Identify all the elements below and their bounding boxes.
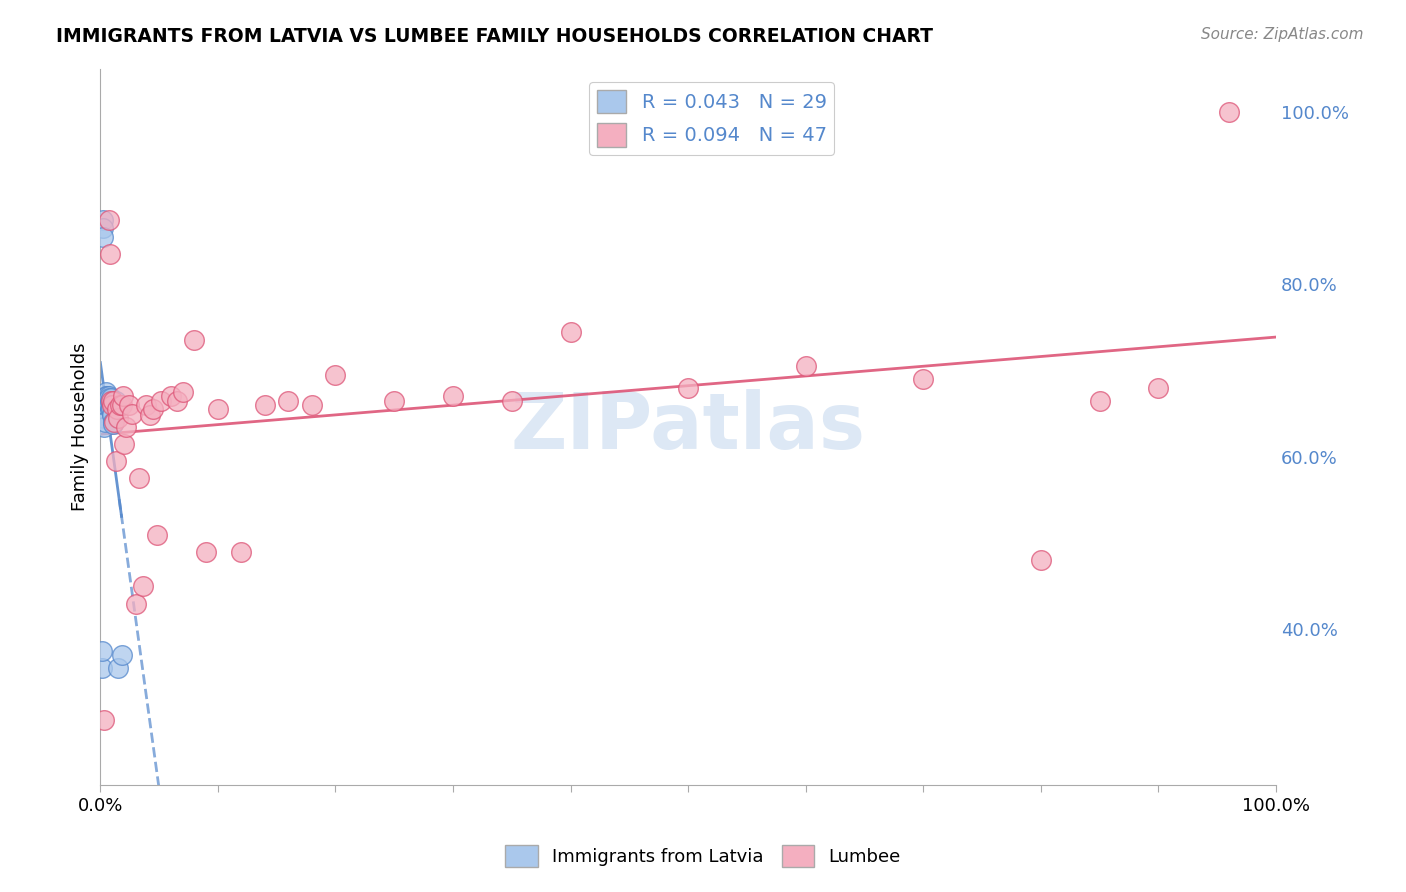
Point (183, 334, 205, 348)
Point (103, 417, 125, 431)
Point (93, 713, 115, 727)
Point (104, 393, 127, 408)
Point (103, 398, 125, 412)
Point (98, 393, 121, 408)
Point (1147, 381, 1170, 395)
Point (253, 398, 276, 412)
Point (93, 419, 115, 434)
Point (91, 229, 114, 244)
Point (96, 389, 118, 403)
Point (105, 402, 128, 417)
Point (172, 385, 194, 400)
Point (441, 389, 464, 403)
Legend: R = 0.043   N = 29, R = 0.094   N = 47: R = 0.043 N = 29, R = 0.094 N = 47 (589, 82, 834, 154)
Point (1029, 553, 1052, 567)
Point (103, 415, 125, 429)
Point (501, 393, 523, 408)
Point (142, 402, 165, 417)
Point (110, 648, 132, 663)
Text: IMMIGRANTS FROM LATVIA VS LUMBEE FAMILY HOUSEHOLDS CORRELATION CHART: IMMIGRANTS FROM LATVIA VS LUMBEE FAMILY … (56, 27, 934, 45)
Point (97, 398, 120, 412)
Point (101, 398, 124, 412)
Point (112, 437, 135, 451)
Point (96, 385, 118, 400)
Point (104, 454, 127, 468)
Point (96, 389, 118, 403)
Point (110, 398, 132, 412)
Point (912, 372, 935, 386)
Point (135, 398, 157, 412)
Point (90, 644, 112, 658)
Point (91, 221, 114, 235)
Point (97, 389, 120, 403)
Point (100, 402, 122, 417)
Point (301, 398, 323, 412)
Point (138, 409, 160, 423)
Point (96, 393, 118, 408)
Point (560, 325, 582, 339)
Point (131, 579, 153, 593)
Point (325, 368, 347, 382)
Point (146, 527, 169, 541)
Point (115, 419, 138, 434)
Point (101, 407, 124, 421)
Point (97, 391, 120, 405)
Point (107, 411, 129, 425)
Point (128, 471, 150, 485)
Point (100, 393, 122, 408)
Point (277, 393, 299, 408)
Point (382, 393, 405, 408)
Point (101, 409, 124, 423)
Y-axis label: Family Households: Family Households (72, 343, 89, 511)
Point (1088, 393, 1111, 408)
Point (117, 398, 139, 412)
Point (195, 545, 218, 559)
Point (166, 393, 188, 408)
Point (103, 415, 125, 429)
Point (110, 398, 132, 412)
Point (100, 391, 122, 405)
Point (97, 212, 120, 227)
Point (90, 661, 112, 675)
Point (676, 381, 699, 395)
Point (98, 402, 121, 417)
Point (150, 393, 173, 408)
Point (121, 407, 143, 421)
Point (94, 415, 117, 429)
Point (100, 398, 122, 412)
Point (94, 398, 117, 412)
Text: ZIPatlas: ZIPatlas (510, 389, 866, 465)
Point (124, 597, 146, 611)
Point (207, 402, 229, 417)
Point (160, 389, 183, 403)
Point (91, 212, 114, 227)
Point (794, 359, 817, 374)
Legend: Immigrants from Latvia, Lumbee: Immigrants from Latvia, Lumbee (498, 838, 908, 874)
Point (111, 389, 134, 403)
Point (1218, 104, 1240, 119)
Text: Source: ZipAtlas.com: Source: ZipAtlas.com (1201, 27, 1364, 42)
Point (107, 661, 129, 675)
Point (98, 247, 121, 261)
Point (103, 393, 125, 408)
Point (93, 411, 115, 425)
Point (231, 545, 253, 559)
